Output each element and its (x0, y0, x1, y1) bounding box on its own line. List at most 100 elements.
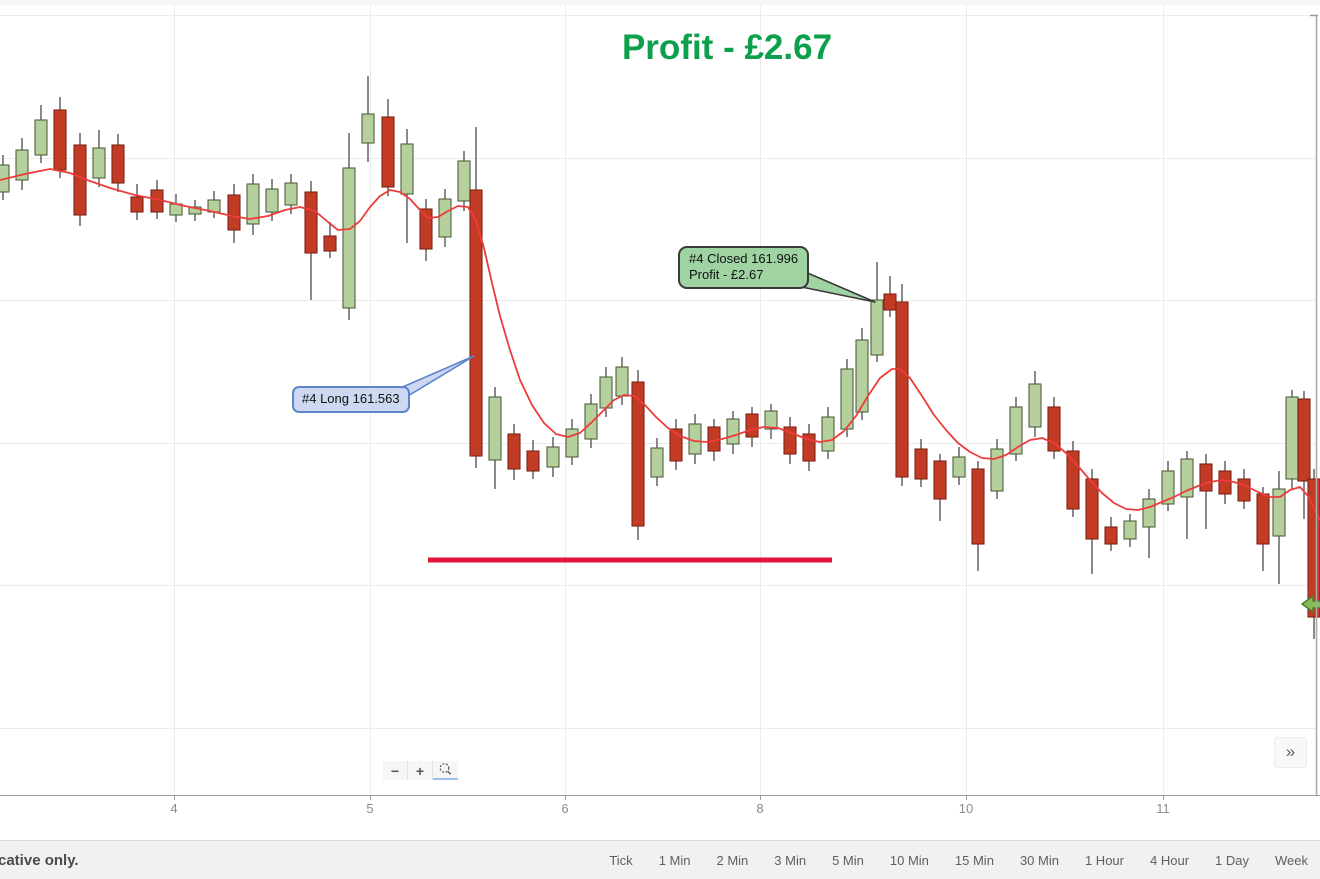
candle-body (92, 147, 106, 179)
candle-body (342, 167, 356, 309)
candle-body (323, 235, 337, 252)
exit-trade-label: #4 Closed 161.996 (689, 251, 799, 266)
candle-body (53, 109, 67, 171)
timeframe-3-min[interactable]: 3 Min (774, 852, 807, 868)
candle-body (990, 448, 1004, 492)
candle-body (1161, 470, 1175, 505)
zoom-out-button[interactable]: − (383, 761, 408, 780)
candle-body (304, 191, 318, 254)
candle-body (1256, 493, 1270, 545)
candle-body (111, 144, 125, 184)
candle-body (1047, 406, 1061, 452)
entry-trade-label: #4 Long 161.563 (302, 391, 400, 406)
candle-body (1218, 470, 1232, 495)
candle-body (361, 113, 375, 144)
timeframe-10-min[interactable]: 10 Min (889, 852, 929, 868)
candle-body (1237, 478, 1251, 502)
candle-body (952, 456, 966, 478)
candle-body (1104, 526, 1118, 545)
candle-body (526, 450, 540, 472)
candle-body (615, 366, 629, 397)
candle-body (870, 299, 884, 356)
x-axis-label: 8 (756, 801, 763, 816)
candle-body (1285, 396, 1299, 480)
candle-body (764, 410, 778, 430)
candle-body (821, 416, 835, 452)
candle-body (1123, 520, 1137, 540)
disclaimer-text: cative only. (0, 851, 79, 869)
candle-body (1199, 463, 1213, 492)
candle-body (438, 198, 452, 238)
minus-icon: − (390, 762, 400, 779)
candle-body (469, 189, 483, 457)
candle-body (381, 116, 395, 188)
candle-body (565, 428, 579, 458)
candle-body (73, 144, 87, 216)
zoom-in-button[interactable]: + (408, 761, 433, 780)
candle-body (188, 206, 202, 215)
timeframe-30-min[interactable]: 30 Min (1019, 852, 1059, 868)
timeframe-selector: Tick 1 Min 2 Min 3 Min 5 Min 10 Min 15 Min 30 M… (609, 853, 1308, 868)
candle-body (1028, 383, 1042, 428)
timeframe-1-day[interactable]: 1 Day (1215, 852, 1249, 868)
x-axis-label: 6 (561, 801, 568, 816)
top-strip (0, 0, 1320, 5)
timeframe-2-min[interactable]: 2 Min (716, 852, 749, 868)
zoom-controls: − + (383, 761, 458, 780)
timeframe-week[interactable]: Week (1275, 852, 1308, 868)
timeframe-4-hour[interactable]: 4 Hour (1150, 852, 1190, 868)
candle-body (419, 208, 433, 250)
candle-body (895, 301, 909, 478)
candle-body (457, 160, 471, 202)
candle-body (883, 293, 897, 311)
candle-body (1272, 488, 1286, 537)
candle-body (15, 149, 29, 181)
candle-body (1142, 498, 1156, 528)
timeframe-1-hour[interactable]: 1 Hour (1084, 852, 1124, 868)
candle-body (227, 194, 241, 231)
x-axis-label: 10 (959, 801, 973, 816)
x-axis-label: 4 (170, 801, 177, 816)
timeframe-tick[interactable]: Tick (609, 852, 633, 868)
candle-body (265, 188, 279, 213)
footer-bar: cative only. Tick 1 Min 2 Min 3 Min 5 Min 10 … (0, 840, 1320, 879)
candle-body (584, 403, 598, 440)
candle-body (488, 396, 502, 461)
candle-body (971, 468, 985, 545)
magnifier-icon (439, 763, 452, 775)
price-chart-canvas[interactable]: 4 5 6 8 10 11 (0, 0, 1320, 820)
timeframe-1-min[interactable]: 1 Min (658, 852, 691, 868)
candle-body (1297, 398, 1311, 482)
candle-body (284, 182, 298, 206)
candle-body (34, 119, 48, 156)
double-chevron-right-icon: » (1285, 742, 1296, 761)
exit-trade-callout: #4 Closed 161.996 Profit - £2.67 (678, 246, 810, 289)
candle-body (1180, 458, 1194, 498)
candle-body (650, 447, 664, 478)
candle-body (1085, 478, 1099, 540)
trade-arrow-icon (1301, 595, 1320, 613)
candle-body (1066, 450, 1080, 510)
candle-body (1009, 406, 1023, 455)
moving-average-line (0, 168, 1320, 521)
profit-title: Profit - £2.67 (621, 28, 833, 67)
candle-body (246, 183, 260, 225)
timeframe-15-min[interactable]: 15 Min (954, 852, 994, 868)
plus-icon: + (415, 762, 425, 779)
candle-body (631, 381, 645, 527)
candle-body (507, 433, 521, 470)
candle-body (546, 446, 560, 468)
candle-body (855, 339, 869, 413)
candle-body (400, 143, 414, 195)
x-axis-label: 5 (366, 801, 373, 816)
entry-trade-callout: #4 Long 161.563 (292, 386, 410, 413)
zoom-selection-button[interactable] (433, 761, 458, 780)
timeframe-5-min[interactable]: 5 Min (832, 852, 864, 868)
candle-body (933, 460, 947, 500)
x-axis-label: 11 (1156, 801, 1170, 816)
candle-body (130, 196, 144, 213)
exit-trade-profit: Profit - £2.67 (689, 267, 764, 282)
collapse-panel-button[interactable]: » (1274, 737, 1307, 768)
candle-body (745, 413, 759, 438)
